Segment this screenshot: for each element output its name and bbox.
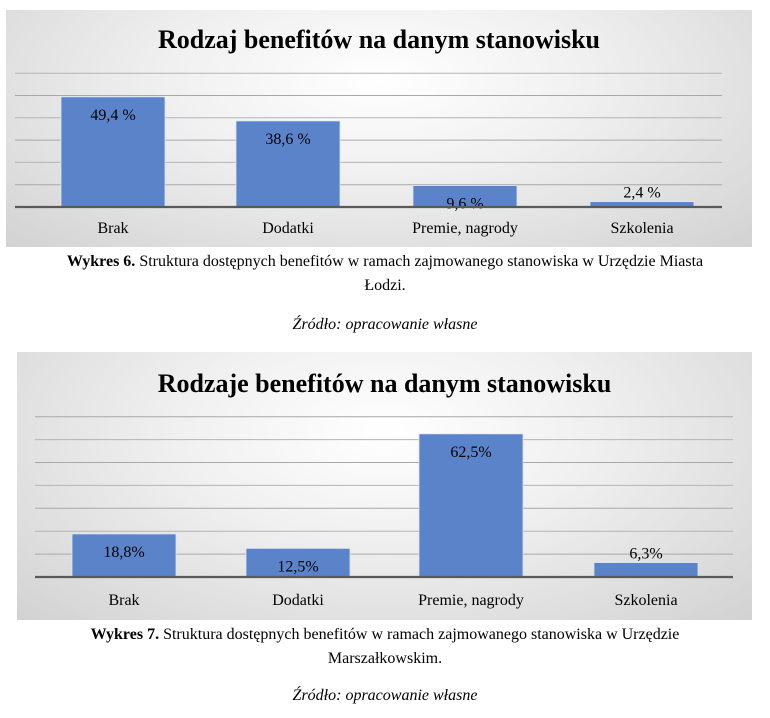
chart-title: Rodzaj benefitów na danym stanowisku bbox=[158, 25, 600, 54]
category-label: Brak bbox=[97, 220, 128, 237]
bar bbox=[235, 120, 341, 208]
chart-svg: Rodzaj benefitów na danym stanowisku 49,4… bbox=[15, 25, 722, 237]
chart-svg: Rodzaje benefitów na danym stanowisku 18,… bbox=[35, 369, 733, 609]
data-label: 12,5% bbox=[277, 558, 318, 575]
data-label: 49,4 % bbox=[90, 107, 135, 124]
caption-2: Wykres 7. Struktura dostępnych benefitów… bbox=[0, 623, 770, 671]
category-label: Szkolenia bbox=[610, 220, 673, 237]
category-label: Premie, nagrody bbox=[412, 220, 518, 237]
caption-1-text: Struktura dostępnych benefitów w ramach … bbox=[135, 253, 704, 270]
data-label: 38,6 % bbox=[265, 131, 310, 148]
data-label: 9,6 % bbox=[446, 196, 483, 213]
data-label: 6,3% bbox=[629, 546, 662, 563]
bar bbox=[245, 547, 351, 578]
chart-1: Rodzaj benefitów na danym stanowisku 49,4… bbox=[6, 10, 752, 247]
category-label: Szkolenia bbox=[614, 592, 677, 609]
caption-2-label: Wykres 7. bbox=[90, 626, 160, 643]
bar bbox=[71, 533, 177, 578]
caption-2-text-2: Marszałkowskim. bbox=[327, 650, 443, 667]
source-2: Źródło: opracowanie własne bbox=[292, 687, 478, 704]
chart-2: Rodzaje benefitów na danym stanowisku 18,… bbox=[17, 352, 752, 620]
data-label: 62,5% bbox=[450, 444, 491, 461]
data-label: 2,4 % bbox=[623, 185, 660, 202]
category-label: Dodatki bbox=[272, 592, 324, 609]
bar bbox=[418, 433, 524, 578]
caption-2-text: Struktura dostępnych benefitów w ramach … bbox=[159, 626, 680, 643]
caption-1: Wykres 6. Struktura dostępnych benefitów… bbox=[0, 250, 770, 298]
category-label: Brak bbox=[108, 592, 139, 609]
data-label: 18,8% bbox=[103, 544, 144, 561]
source-1: Źródło: opracowanie własne bbox=[292, 316, 478, 333]
category-label: Premie, nagrody bbox=[418, 592, 524, 609]
category-label: Dodatki bbox=[262, 220, 314, 237]
chart-title: Rodzaje benefitów na danym stanowisku bbox=[158, 369, 612, 398]
bar bbox=[593, 562, 699, 578]
caption-1-text-2: Łodzi. bbox=[364, 277, 406, 294]
caption-1-label: Wykres 6. bbox=[66, 253, 136, 270]
